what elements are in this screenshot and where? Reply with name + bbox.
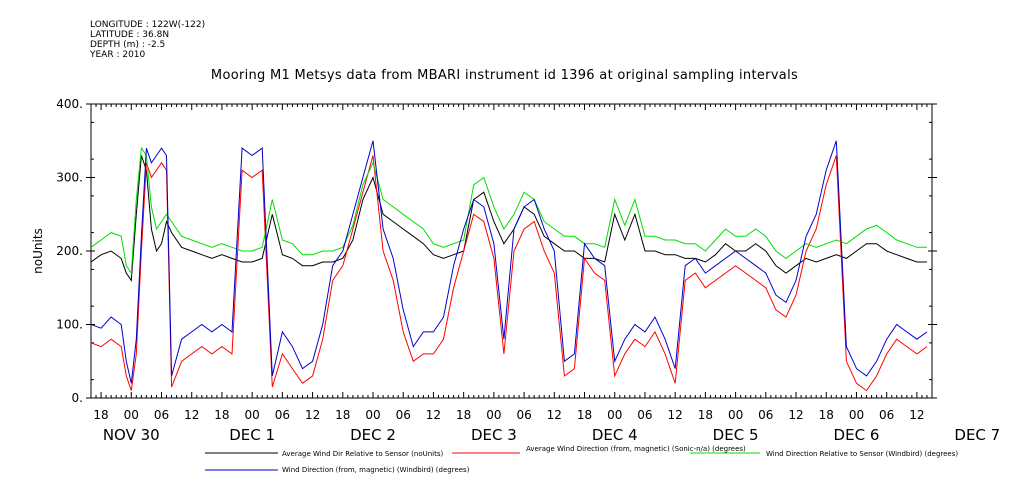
- x-day-label: DEC 4: [592, 426, 638, 444]
- y-tick-label: 300.: [56, 171, 83, 185]
- series-line-3: [91, 146, 927, 275]
- depth-label: DEPTH (m) : -2.5: [90, 40, 166, 50]
- x-tick-label: 06: [758, 408, 773, 422]
- x-tick-label: 12: [426, 408, 441, 422]
- x-tick-label: 06: [879, 408, 894, 422]
- x-tick-label: 12: [788, 408, 803, 422]
- x-tick-label: 18: [577, 408, 592, 422]
- y-axis-label: noUnits: [31, 228, 45, 274]
- x-day-label: DEC 1: [229, 426, 275, 444]
- y-tick-label: 400.: [56, 97, 83, 111]
- x-tick-label: 06: [637, 408, 652, 422]
- x-tick-label: 18: [456, 408, 471, 422]
- y-tick-label: 0.: [72, 391, 83, 405]
- x-tick-label: 00: [365, 408, 380, 422]
- x-tick-label: 18: [214, 408, 229, 422]
- latitude-label: LATITUDE : 36.8N: [90, 30, 170, 40]
- chart-title: Mooring M1 Metsys data from MBARI instru…: [210, 68, 799, 83]
- x-tick-label: 12: [909, 408, 924, 422]
- x-tick-label: 06: [516, 408, 531, 422]
- year-label: YEAR : 2010: [90, 50, 146, 60]
- series-line-1: [91, 155, 927, 282]
- legend-label-3: Wind Direction Relative to Sensor (Windb…: [766, 450, 958, 458]
- series-line-4: [91, 140, 928, 384]
- legend-label-2: Average Wind Direction (from, magnetic) …: [526, 445, 746, 453]
- x-tick-label: 06: [154, 408, 169, 422]
- x-tick-label: 00: [124, 408, 139, 422]
- x-tick-label: 18: [698, 408, 713, 422]
- x-tick-label: 00: [728, 408, 743, 422]
- x-day-label: DEC 5: [713, 426, 759, 444]
- x-day-label: NOV 30: [103, 426, 160, 444]
- x-tick-label: 06: [275, 408, 290, 422]
- x-day-label: DEC 6: [834, 426, 880, 444]
- x-tick-label: 06: [396, 408, 411, 422]
- x-tick-label: 12: [184, 408, 199, 422]
- x-tick-label: 12: [547, 408, 562, 422]
- x-tick-label: 18: [93, 408, 108, 422]
- x-tick-label: 00: [245, 408, 260, 422]
- x-day-label: DEC 3: [471, 426, 517, 444]
- x-tick-label: 00: [486, 408, 501, 422]
- y-tick-label: 200.: [56, 244, 83, 258]
- x-day-label: DEC 2: [350, 426, 396, 444]
- legend-label-1: Average Wind Dir Relative to Sensor (noU…: [282, 450, 443, 458]
- x-tick-label: 18: [819, 408, 834, 422]
- x-day-label: DEC 7: [954, 426, 1000, 444]
- series-line-2: [91, 155, 928, 392]
- x-tick-label: 18: [335, 408, 350, 422]
- x-tick-label: 00: [607, 408, 622, 422]
- longitude-label: LONGITUDE : 122W(-122): [90, 20, 206, 30]
- x-tick-label: 12: [668, 408, 683, 422]
- x-tick-label: 12: [305, 408, 320, 422]
- legend-label-4: Wind Direction (from, magnetic) (Windbir…: [282, 466, 470, 474]
- metadata-block: LONGITUDE : 122W(-122) LATITUDE : 36.8N …: [90, 20, 205, 60]
- x-tick-label: 00: [849, 408, 864, 422]
- y-tick-label: 100.: [56, 318, 83, 332]
